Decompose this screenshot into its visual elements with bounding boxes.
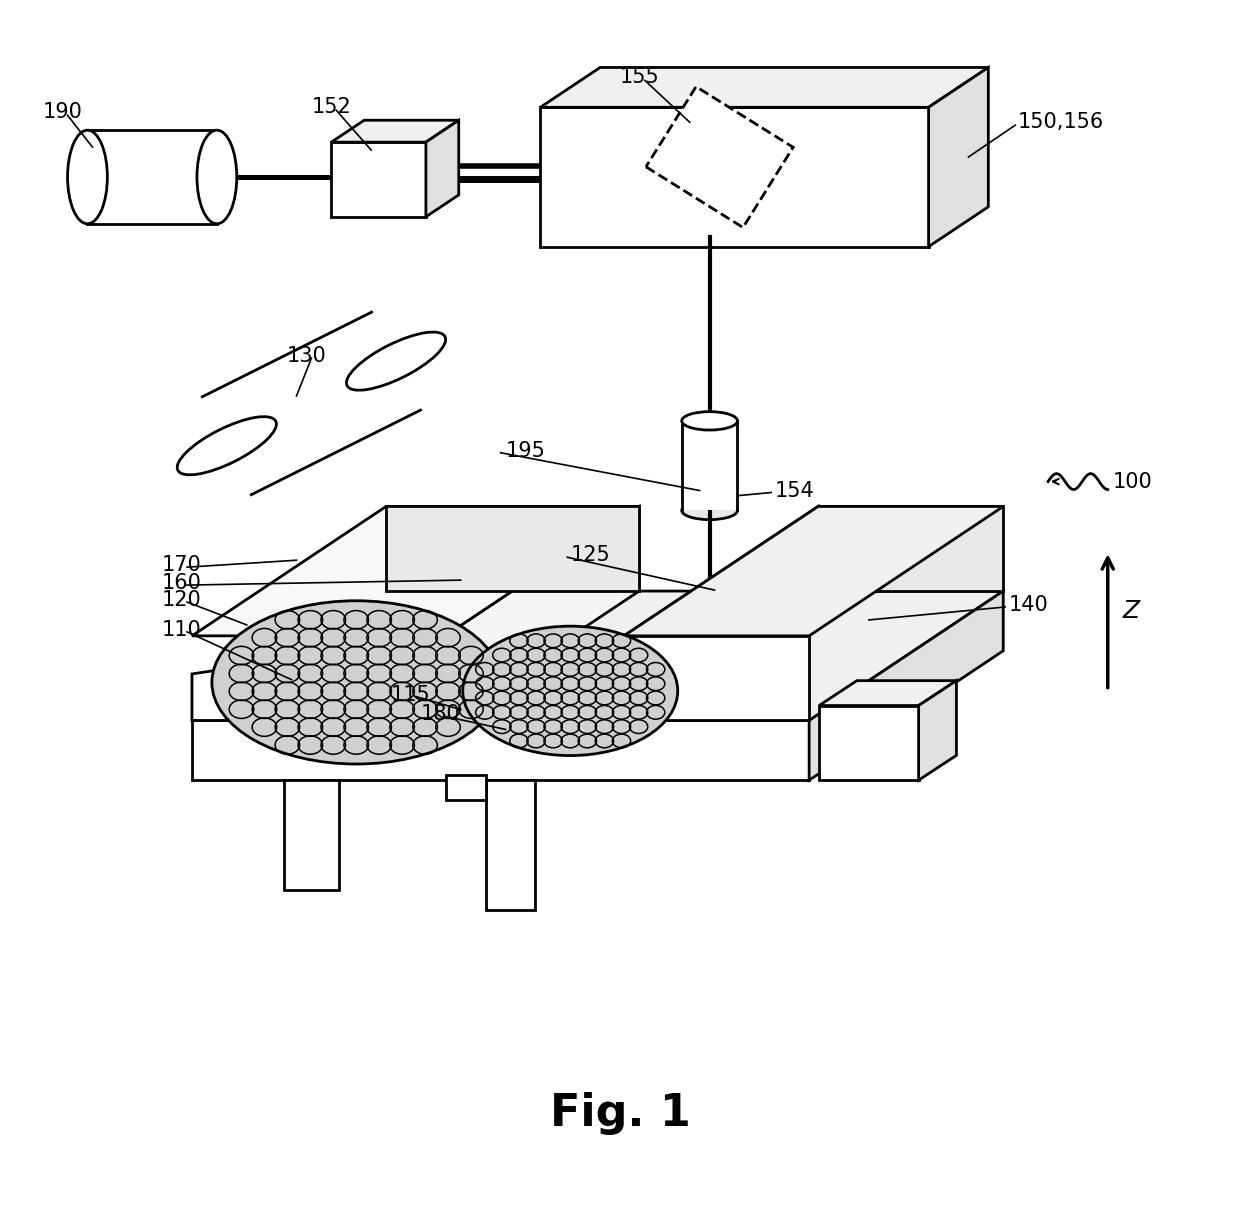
Polygon shape — [624, 506, 1003, 636]
Text: 110: 110 — [162, 620, 202, 639]
Text: 130: 130 — [286, 346, 326, 366]
Text: 190: 190 — [42, 102, 83, 122]
Polygon shape — [192, 591, 1003, 721]
Polygon shape — [929, 68, 988, 247]
Text: 100: 100 — [1112, 471, 1152, 492]
Polygon shape — [192, 506, 639, 636]
Text: 170: 170 — [162, 555, 202, 575]
Polygon shape — [820, 681, 956, 706]
Polygon shape — [486, 780, 536, 909]
Polygon shape — [646, 87, 794, 228]
Polygon shape — [192, 636, 445, 721]
Ellipse shape — [177, 417, 277, 475]
Text: 140: 140 — [1008, 595, 1048, 615]
Ellipse shape — [682, 501, 738, 520]
Polygon shape — [331, 120, 459, 142]
Polygon shape — [624, 636, 810, 721]
Polygon shape — [624, 506, 818, 721]
Text: 125: 125 — [570, 545, 610, 566]
Polygon shape — [919, 681, 956, 780]
Ellipse shape — [346, 332, 445, 390]
Polygon shape — [541, 108, 929, 247]
Polygon shape — [818, 506, 1003, 591]
Polygon shape — [386, 506, 639, 591]
Ellipse shape — [463, 626, 678, 756]
Polygon shape — [445, 506, 639, 721]
Polygon shape — [202, 312, 420, 495]
Text: 115: 115 — [391, 684, 430, 705]
Polygon shape — [284, 780, 339, 890]
Polygon shape — [192, 721, 810, 780]
Text: 120: 120 — [162, 590, 202, 610]
Ellipse shape — [197, 131, 237, 224]
Ellipse shape — [67, 131, 108, 224]
Text: 150,156: 150,156 — [1018, 113, 1105, 132]
Text: 195: 195 — [506, 441, 546, 460]
Ellipse shape — [212, 601, 501, 764]
Polygon shape — [446, 775, 486, 800]
Text: 155: 155 — [620, 68, 660, 87]
Text: 160: 160 — [162, 573, 202, 593]
Text: 152: 152 — [311, 97, 351, 117]
Text: Fig. 1: Fig. 1 — [549, 1092, 691, 1135]
Polygon shape — [425, 120, 459, 217]
Text: Z: Z — [1122, 599, 1140, 622]
Polygon shape — [88, 131, 217, 224]
Polygon shape — [331, 142, 425, 217]
Text: 154: 154 — [774, 481, 813, 500]
Ellipse shape — [682, 412, 738, 430]
Polygon shape — [810, 591, 1003, 780]
Polygon shape — [820, 706, 919, 780]
Polygon shape — [541, 68, 988, 108]
Text: 180: 180 — [420, 705, 460, 724]
Polygon shape — [682, 421, 738, 511]
